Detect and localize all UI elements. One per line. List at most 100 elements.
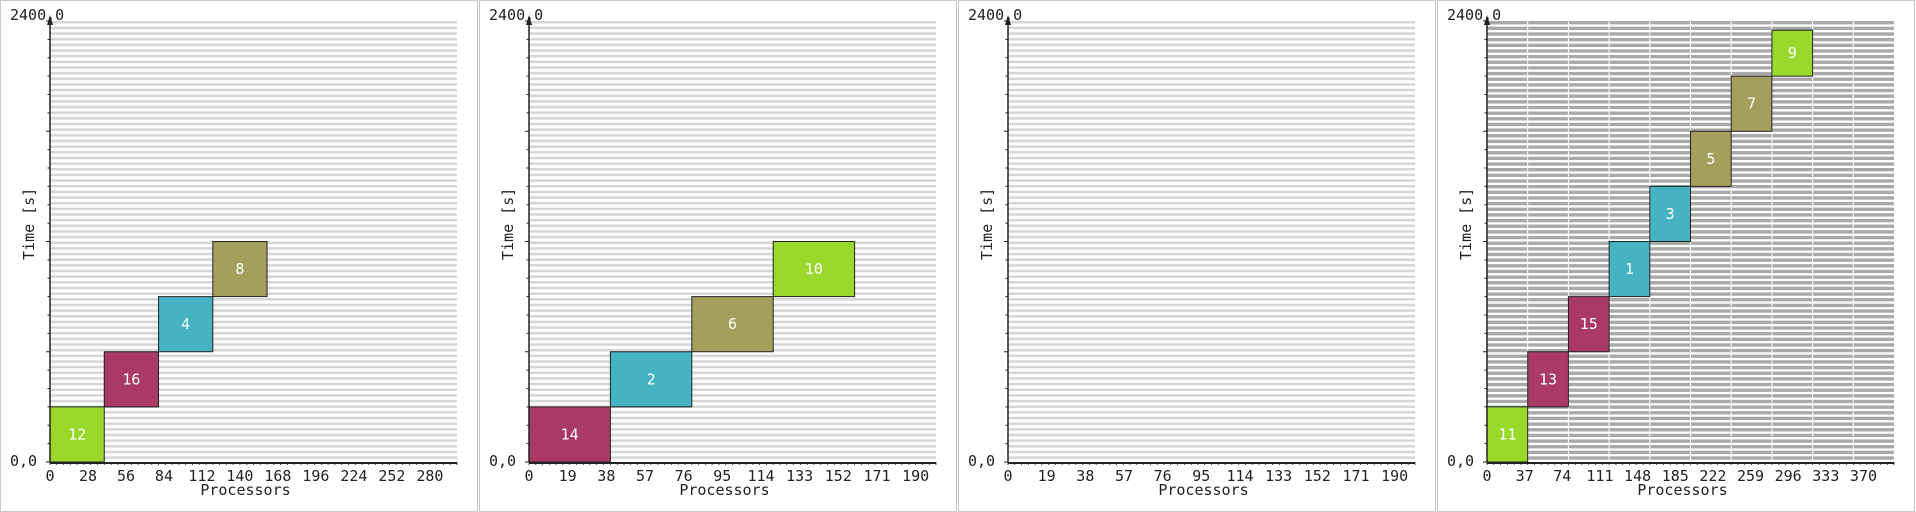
- time-slot-stripe: [529, 286, 936, 290]
- time-slot-stripe: [529, 235, 936, 239]
- time-slot-stripe: [50, 173, 457, 177]
- time-slot-stripe: [529, 168, 936, 171]
- y-axis-arrow: [1005, 15, 1011, 25]
- x-tick-label: 296: [1775, 467, 1802, 485]
- time-slot-stripe: [1008, 77, 1415, 81]
- x-tick-label: 0: [1482, 467, 1491, 485]
- time-slot-stripe: [50, 377, 457, 380]
- time-slot-stripe: [529, 37, 936, 41]
- time-slot-stripe: [50, 128, 457, 131]
- gantt-chart-3: 0 19 38 57 76 95 114 133 152 171 190 Processors Time…: [958, 0, 1436, 512]
- time-slot-stripe: [1008, 377, 1415, 380]
- time-slot-stripe: [529, 49, 936, 52]
- time-slot-stripe: [50, 411, 457, 414]
- time-slot-stripe: [1008, 26, 1415, 30]
- time-slot-stripe: [529, 224, 936, 228]
- job-block: [1730, 75, 1773, 132]
- x-tick-label: 190: [1381, 467, 1408, 485]
- y-axis-title: Time [s]: [1457, 188, 1475, 260]
- job-block: [1649, 185, 1692, 242]
- y-zero-label: 0,0: [489, 452, 516, 470]
- time-slot-stripe: [1008, 134, 1415, 137]
- x-tick-label: 28: [79, 467, 97, 485]
- time-slot-stripe: [1008, 184, 1415, 188]
- x-tick-label: 333: [1812, 467, 1839, 485]
- job-label: 6: [728, 315, 737, 333]
- time-slot-stripe: [50, 105, 457, 109]
- y-max-label: 2400,0: [10, 6, 64, 24]
- job-block: [1690, 130, 1732, 187]
- time-slot-stripe: [1008, 439, 1415, 442]
- time-slot-stripe: [529, 264, 936, 267]
- time-slot-stripe: [1008, 275, 1415, 278]
- time-slot-stripe: [1008, 207, 1415, 211]
- time-slot-stripe: [50, 32, 457, 35]
- time-slot-stripe: [529, 218, 936, 222]
- time-slot-stripe: [50, 439, 457, 442]
- time-slot-stripe: [50, 60, 457, 64]
- time-slot-stripe: [50, 331, 457, 335]
- x-tick-label: 152: [1304, 467, 1331, 485]
- time-slot-stripe: [1008, 128, 1415, 131]
- time-slot-stripe: [50, 343, 457, 346]
- time-slot-stripe: [50, 235, 457, 239]
- time-slot-stripe: [50, 184, 457, 188]
- time-slot-stripe: [529, 247, 936, 250]
- job-block: [609, 351, 693, 408]
- x-tick-label: 57: [636, 467, 654, 485]
- x-tick-label: 76: [675, 467, 693, 485]
- time-slot-stripe: [50, 456, 457, 459]
- x-tick-label: 19: [559, 467, 577, 485]
- time-slot-stripe: [1008, 218, 1415, 222]
- time-slot-stripe: [50, 71, 457, 75]
- time-slot-stripe: [1008, 428, 1415, 431]
- job-label: 3: [1666, 205, 1675, 223]
- time-slot-stripe: [529, 179, 936, 182]
- x-tick-label: 222: [1699, 467, 1726, 485]
- time-slot-stripe: [1008, 60, 1415, 64]
- y-max-label: 2400,0: [968, 6, 1022, 24]
- time-slot-stripe: [50, 326, 457, 329]
- time-slot-stripe: [529, 371, 936, 375]
- time-slot-stripe: [529, 207, 936, 211]
- time-slot-stripe: [529, 269, 936, 273]
- time-slot-stripe: [50, 348, 457, 352]
- time-slot-stripe: [50, 230, 457, 233]
- time-slot-stripe: [50, 365, 457, 369]
- time-slot-stripe: [1008, 201, 1415, 205]
- job-label: 9: [1788, 44, 1797, 62]
- time-slot-stripe: [50, 309, 457, 312]
- time-slot-stripe: [1008, 298, 1415, 301]
- time-slot-stripe: [529, 405, 936, 409]
- time-slot-stripe: [50, 196, 457, 199]
- x-tick-label: 38: [1076, 467, 1094, 485]
- y-max-label: 2400,0: [1447, 6, 1501, 24]
- time-slot-stripe: [1008, 264, 1415, 267]
- time-slot-stripe: [1008, 411, 1415, 414]
- x-tick-label: 74: [1553, 467, 1571, 485]
- time-slot-stripe: [1008, 343, 1415, 346]
- y-axis-arrow: [526, 15, 532, 25]
- time-slot-stripe: [50, 201, 457, 205]
- time-slot-stripe: [50, 66, 457, 69]
- x-tick-label: 133: [786, 467, 813, 485]
- time-slot-stripe: [1008, 54, 1415, 58]
- time-slot-stripe: [50, 405, 457, 409]
- time-slot-stripe: [1008, 337, 1415, 341]
- gantt-chart-2: 14 2 6 10 0 19 38 57 76 95 114 133 152 171 190 Processo…: [479, 0, 957, 512]
- time-slot-stripe: [529, 365, 936, 369]
- time-slot-stripe: [50, 433, 457, 437]
- time-slot-stripe: [1008, 105, 1415, 109]
- time-slot-stripe: [1008, 71, 1415, 75]
- time-slot-stripe: [529, 377, 936, 380]
- time-slot-stripe: [50, 179, 457, 182]
- x-tick-label: 114: [747, 467, 774, 485]
- time-slot-stripe: [529, 411, 936, 414]
- time-slot-stripe: [529, 43, 936, 47]
- time-slot-stripe: [50, 388, 457, 392]
- time-slot-stripe: [50, 26, 457, 30]
- job-block: [1608, 241, 1651, 298]
- time-slot-stripe: [50, 394, 457, 397]
